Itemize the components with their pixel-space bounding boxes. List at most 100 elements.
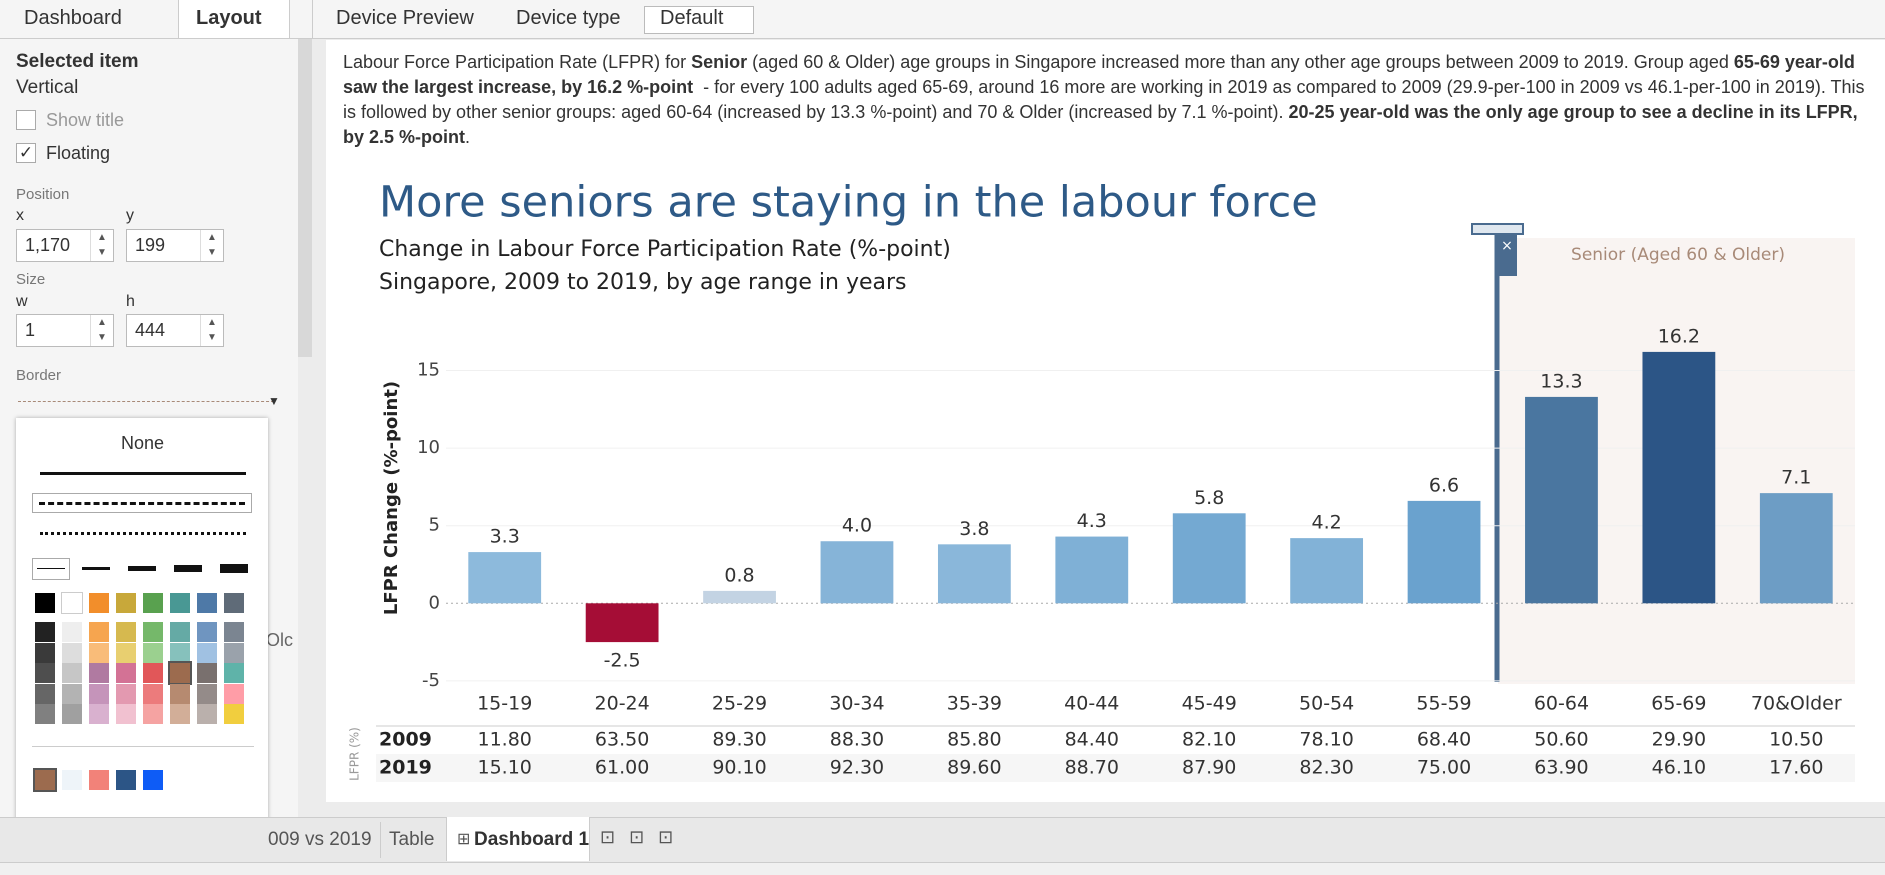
color-swatch[interactable] [143,593,163,613]
divider-handle[interactable]: × [1471,223,1524,682]
bar [468,552,542,604]
w-input[interactable]: 1 ▲ ▼ [16,314,114,347]
color-swatch[interactable] [89,663,109,683]
sheet-tab[interactable]: 009 vs 2019 [268,829,372,850]
color-swatch[interactable] [170,683,190,704]
color-swatch[interactable] [35,704,55,724]
h-input[interactable]: 444 ▲ ▼ [126,314,224,347]
color-swatch[interactable] [116,642,136,663]
spinner[interactable]: ▲ ▼ [200,230,223,261]
y-value[interactable]: 199 [135,235,166,255]
color-swatch[interactable] [197,622,217,642]
border-dropdown[interactable] [18,401,274,402]
color-swatch[interactable] [170,593,190,613]
dashboard-tab[interactable]: Dashboard [24,7,122,29]
color-swatch[interactable] [170,622,190,642]
color-swatch[interactable] [62,663,82,683]
color-swatch[interactable] [116,704,136,724]
color-swatch[interactable] [224,663,244,683]
x-input[interactable]: 1,170 ▲ ▼ [16,229,114,262]
color-swatch[interactable] [89,770,109,790]
color-swatch[interactable] [33,768,57,792]
solid-line-option[interactable] [40,472,246,475]
new-sheet-buttons[interactable]: ⊡⊡⊡ [600,827,688,847]
color-swatch[interactable] [61,592,83,614]
color-swatch[interactable] [62,704,82,724]
color-swatch[interactable] [116,593,136,613]
table-cell: 50.60 [1534,729,1588,751]
sheet-tab[interactable]: Table [389,829,435,850]
bar [1055,536,1129,604]
color-swatch[interactable] [143,704,163,724]
dashed-line-option[interactable] [32,493,252,513]
device-type-value[interactable]: Default [660,7,724,29]
color-swatch[interactable] [35,683,55,704]
color-swatch[interactable] [116,683,136,704]
color-swatch[interactable] [197,642,217,663]
show-title-label[interactable]: Show title [46,110,125,130]
table-cell: 63.50 [595,729,649,751]
color-swatch[interactable] [62,770,82,790]
color-swatch[interactable] [170,704,190,724]
h-value[interactable]: 444 [135,320,166,340]
dropdown-arrow[interactable]: ▼ [268,394,280,408]
floating-label[interactable]: Floating [46,143,111,163]
color-swatch[interactable] [116,770,136,790]
spinner[interactable]: ▲ ▼ [200,315,223,346]
color-swatch[interactable] [224,704,244,724]
color-swatch[interactable] [35,593,55,613]
color-swatch[interactable] [197,593,217,613]
spinner[interactable]: ▲ ▼ [90,230,113,261]
color-swatch[interactable] [197,704,217,724]
color-swatch[interactable] [89,622,109,642]
border-none-option[interactable]: None [121,433,165,453]
device-type-dropdown[interactable] [644,6,754,34]
color-swatch[interactable] [197,663,217,683]
color-swatch[interactable] [197,683,217,704]
color-swatch[interactable] [143,770,163,790]
layout-tab[interactable] [178,0,290,38]
floating-checkbox[interactable]: ✓ [16,143,36,163]
width-option[interactable] [220,564,248,573]
color-swatch[interactable] [224,642,244,663]
show-title-checkbox[interactable] [16,110,36,130]
scrollbar[interactable] [298,39,312,357]
color-swatch[interactable] [116,663,136,683]
sheet-tab-label[interactable]: Dashboard 1 [474,829,590,850]
dotted-line-option[interactable] [40,532,246,535]
x-tick-label: 65-69 [1651,693,1706,715]
table-cell: 84.40 [1065,729,1119,751]
color-swatch[interactable] [170,642,190,663]
x-value[interactable]: 1,170 [25,235,71,255]
width-option[interactable] [82,567,110,570]
layout-tab-label[interactable]: Layout [196,7,262,29]
color-swatch[interactable] [168,661,192,685]
device-preview-button[interactable]: Device Preview [336,7,474,29]
color-swatch[interactable] [62,683,82,704]
color-swatch[interactable] [224,622,244,642]
y-input[interactable]: 199 ▲ ▼ [126,229,224,262]
color-swatch[interactable] [89,683,109,704]
color-swatch[interactable] [35,642,55,663]
width-option[interactable] [174,565,202,572]
color-swatch[interactable] [224,683,244,704]
color-swatch[interactable] [35,663,55,683]
color-swatch[interactable] [89,593,109,613]
color-swatch[interactable] [143,642,163,663]
color-swatch[interactable] [35,622,55,642]
device-type-label: Device type [516,7,621,29]
color-swatch[interactable] [62,622,82,642]
color-swatch[interactable] [116,622,136,642]
color-swatch[interactable] [143,683,163,704]
color-swatch[interactable] [62,642,82,663]
color-swatch[interactable] [143,663,163,683]
width-option[interactable] [128,566,156,571]
width-option[interactable] [32,558,70,580]
w-value[interactable]: 1 [25,320,36,340]
active-sheet-tab[interactable] [446,817,590,861]
color-swatch[interactable] [89,642,109,663]
color-swatch[interactable] [143,622,163,642]
color-swatch[interactable] [224,593,244,613]
spinner[interactable]: ▲ ▼ [90,315,113,346]
color-swatch[interactable] [89,704,109,724]
